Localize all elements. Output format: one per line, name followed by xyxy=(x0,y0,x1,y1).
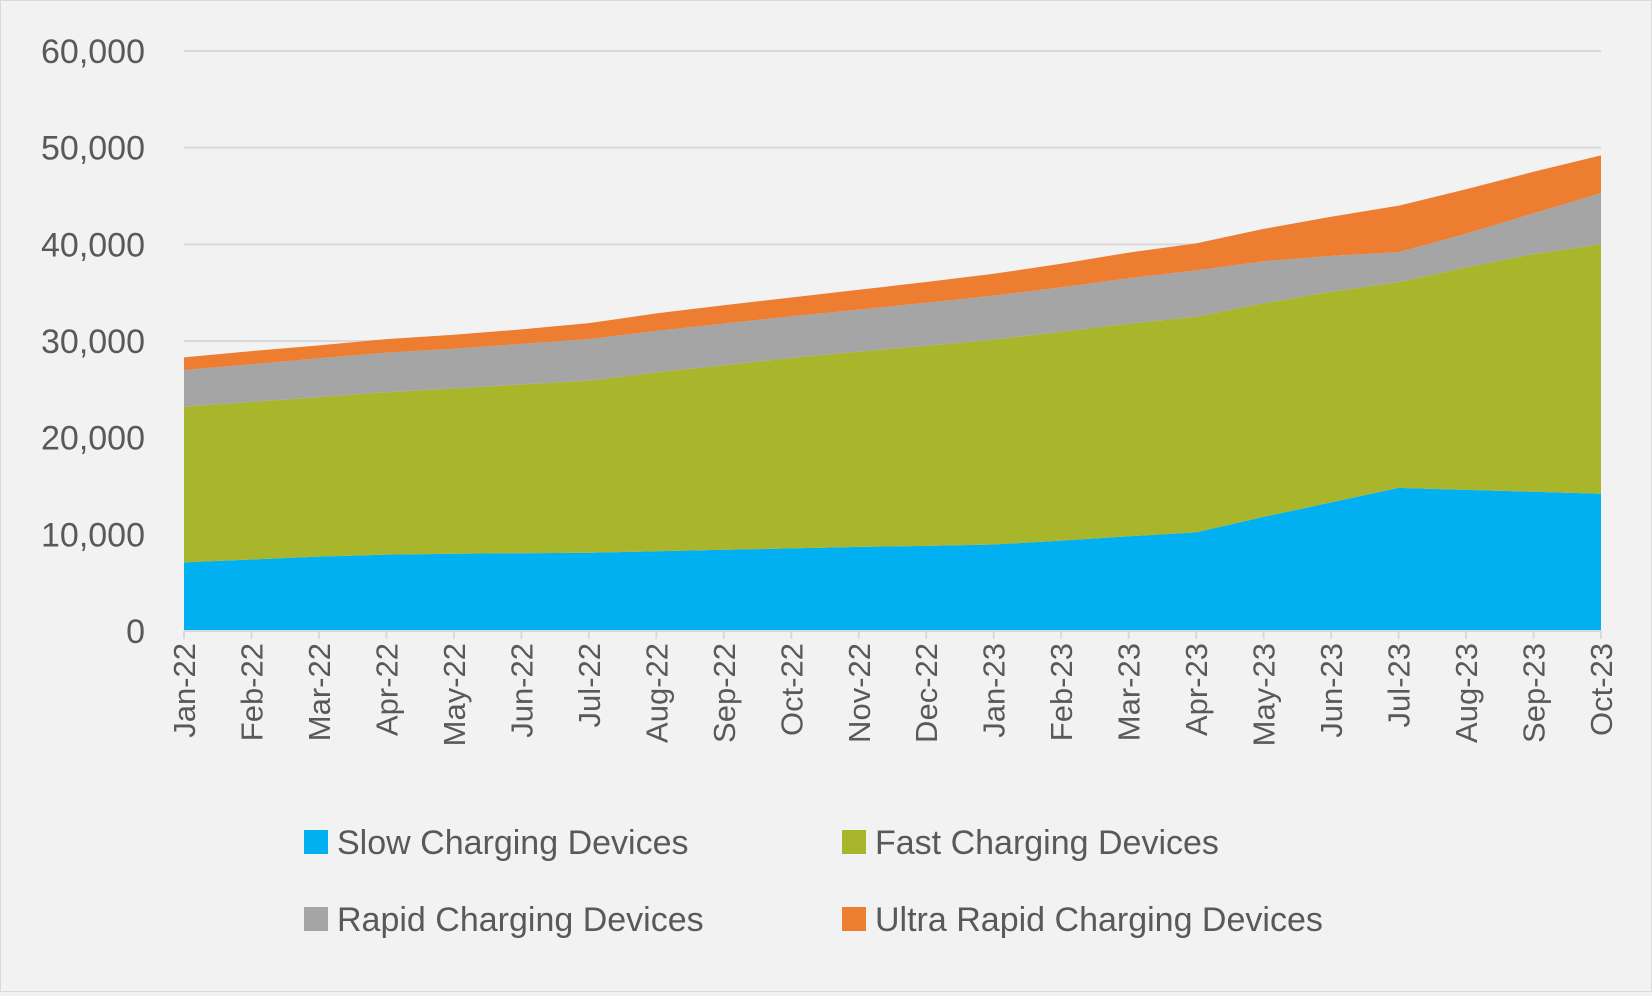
x-tick-label: Aug-23 xyxy=(1449,643,1484,743)
legend-label: Fast Charging Devices xyxy=(875,824,1219,862)
x-tick-label: Apr-23 xyxy=(1179,643,1214,736)
legend-swatch xyxy=(304,830,328,854)
x-tick-label: Jun-22 xyxy=(504,643,539,738)
y-tick-label: 30,000 xyxy=(41,323,145,361)
x-tick-label: May-23 xyxy=(1247,643,1282,746)
legend-label: Ultra Rapid Charging Devices xyxy=(875,901,1323,939)
area-series-1 xyxy=(184,487,1601,631)
x-tick-label: Aug-22 xyxy=(639,643,674,743)
x-tick-label: Sep-23 xyxy=(1517,643,1552,743)
x-tick-label: Mar-22 xyxy=(302,643,337,741)
x-tick-label: Oct-22 xyxy=(774,643,809,736)
x-tick-label: Feb-23 xyxy=(1044,643,1079,741)
y-tick-label: 0 xyxy=(126,613,145,651)
y-tick-label: 10,000 xyxy=(41,516,145,554)
legend-swatch xyxy=(304,907,328,931)
x-tick-label: Jan-22 xyxy=(167,643,202,738)
x-tick-label: Feb-22 xyxy=(234,643,269,741)
area-series-4 xyxy=(184,155,1601,370)
legend: Slow Charging Devices Fast Charging Devic… xyxy=(304,824,1323,939)
x-tick-label: Mar-23 xyxy=(1112,643,1147,741)
x-tick-label: May-22 xyxy=(437,643,472,746)
legend-swatch xyxy=(842,830,866,854)
y-tick-label: 60,000 xyxy=(41,33,145,71)
x-tick-label: Apr-22 xyxy=(369,643,404,736)
y-tick-label: 20,000 xyxy=(41,420,145,458)
area-series xyxy=(184,155,1601,631)
legend-label: Slow Charging Devices xyxy=(337,824,689,862)
area-series-2 xyxy=(184,244,1601,563)
y-tick-label: 50,000 xyxy=(41,130,145,168)
x-tick-label: Sep-22 xyxy=(707,643,742,743)
y-tick-label: 40,000 xyxy=(41,226,145,264)
x-tick-label: Jul-23 xyxy=(1382,643,1417,727)
x-tick-label: Jan-23 xyxy=(977,643,1012,738)
area-series-3 xyxy=(184,193,1601,407)
legend-label: Rapid Charging Devices xyxy=(337,901,704,939)
x-tick-label: Dec-22 xyxy=(909,643,944,743)
legend-swatch xyxy=(842,907,866,931)
x-tick-label: Oct-23 xyxy=(1584,643,1619,736)
x-tick-label: Jul-22 xyxy=(572,643,607,727)
x-tick-label: Jun-23 xyxy=(1314,643,1349,738)
axes: 0 10,000 20,000 30,000 40,000 50,000 60,000 Jan… xyxy=(41,33,1619,746)
x-tick-label: Nov-22 xyxy=(842,643,877,743)
